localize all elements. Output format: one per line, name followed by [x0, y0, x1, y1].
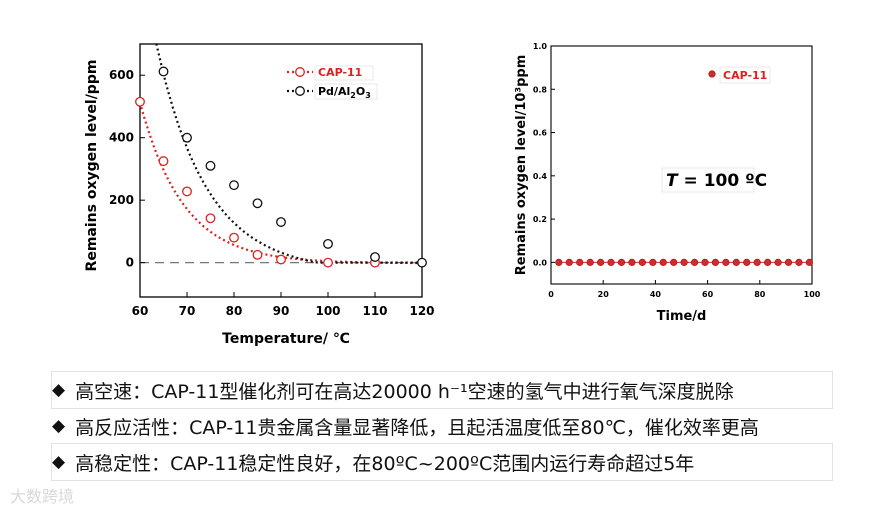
- bullet-text-3: 高稳定性：CAP-11稳定性良好，在80ºC~200ºC范围内运行寿命超过5年: [75, 452, 695, 475]
- cap11-point: [323, 257, 333, 268]
- pd-al2o3-point: [323, 238, 333, 249]
- legend-cap11-marker: [295, 67, 305, 77]
- cap11-point: [680, 258, 688, 266]
- cap11-point: [711, 258, 720, 266]
- x-tick-label: 110: [362, 304, 387, 318]
- cap11-point: [753, 258, 761, 266]
- y-tick-label: 600: [109, 68, 134, 82]
- x-tick-label: 100: [804, 290, 821, 299]
- x-tick-label: 0: [548, 290, 554, 299]
- bullet-list: ◆ 高空速：CAP-11型催化剂可在高达20000 h⁻¹空速的氢气中进行氧气深…: [51, 371, 833, 481]
- y-tick-label: 0.6: [533, 129, 548, 138]
- x-tick-label: 100: [315, 304, 340, 318]
- y-tick-label: 0.8: [533, 85, 548, 94]
- x-axis-label: Time/d: [657, 309, 707, 324]
- pd-al2o3-point: [205, 160, 216, 171]
- cap11-point: [659, 258, 667, 266]
- cap11-point: [576, 258, 584, 266]
- cap11-point: [586, 258, 594, 266]
- cap11-point: [182, 186, 192, 197]
- temperature-chart: 60 70 80 90 100 110 120 0 200 400 600 Temperature/ …: [84, 43, 435, 347]
- x-tick-label: 120: [409, 304, 434, 318]
- cap11-point: [607, 258, 615, 266]
- x-tick-label: 70: [179, 304, 196, 318]
- cap11-point: [135, 96, 145, 107]
- cap11-point: [158, 156, 169, 167]
- cap11-point: [276, 254, 286, 265]
- y-axis-label: Remains oxygen level/ppm: [84, 60, 100, 272]
- x-tick-label: 60: [132, 304, 149, 318]
- x-tick-label: 80: [226, 304, 243, 318]
- pd-al2o3-point: [417, 257, 427, 268]
- x-tick-label: 20: [598, 290, 610, 299]
- cap11-point: [784, 258, 793, 266]
- bullet-text-2: 高反应活性：CAP-11贵金属含量显著降低，且起活温度低至80℃，催化效率更高: [75, 416, 759, 439]
- cap11-point: [649, 258, 657, 266]
- cap11-point: [764, 258, 772, 266]
- y-tick-label: 0: [126, 256, 134, 270]
- plot-frame: [550, 45, 813, 285]
- cap11-point: [722, 258, 730, 266]
- legend-pd-label: Pd/Al2O3: [318, 85, 371, 100]
- annotation-box: [661, 167, 755, 193]
- diamond-bullet-icon: ◆: [52, 452, 66, 472]
- diamond-bullet-icon: ◆: [52, 380, 66, 400]
- y-axis-label: Remains oxygen level/10³ppm: [514, 55, 529, 276]
- cap11-point: [617, 258, 626, 266]
- cap11-point: [555, 258, 563, 266]
- cap11-point: [805, 258, 813, 266]
- bullet-high-activity: ◆ 高反应活性：CAP-11贵金属含量显著降低，且起活温度低至80℃，催化效率更…: [52, 408, 832, 444]
- legend-cap11-label: CAP-11: [723, 69, 767, 82]
- pd-al2o3-point: [229, 180, 239, 191]
- bullet-high-space-velocity: ◆ 高空速：CAP-11型催化剂可在高达20000 h⁻¹空速的氢气中进行氧气深…: [51, 371, 833, 409]
- time-chart: 0 20 40 60 80 100 0.0 0.2 0.4 0.6 0.8 1.0 Time/d Rema…: [514, 42, 821, 324]
- cap11-point: [638, 258, 646, 266]
- y-tick-label: 200: [109, 193, 134, 207]
- cap11-point: [596, 258, 605, 266]
- diamond-bullet-icon: ◆: [52, 416, 66, 436]
- pd-al2o3-point: [370, 252, 380, 262]
- legend-label-box: [314, 65, 374, 81]
- legend-cap11-label: CAP-11: [318, 66, 362, 79]
- pd-al2o3-point: [276, 217, 286, 227]
- cap11-fit-curve: [140, 102, 422, 265]
- cap11-point: [701, 258, 709, 266]
- cap11-point: [795, 258, 803, 266]
- x-tick-label: 80: [754, 290, 766, 299]
- temperature-annotation: T = 100 ºC: [666, 171, 767, 191]
- legend-cap11-marker: [708, 70, 716, 78]
- pd-al2o3-point: [182, 132, 192, 143]
- legend-label-box: [719, 66, 771, 84]
- x-tick-label: 40: [650, 290, 662, 299]
- legend-pd-marker: [295, 86, 305, 96]
- legend-label-box: [314, 83, 378, 100]
- cap11-point: [252, 249, 263, 260]
- legend: CAP-11 Pd/Al2O3: [287, 65, 378, 100]
- cap11-point: [690, 258, 699, 266]
- cap11-point: [229, 232, 239, 243]
- y-tick-label: 0.4: [533, 172, 548, 181]
- y-tick-label: 400: [109, 131, 134, 145]
- x-tick-label: 90: [273, 304, 290, 318]
- y-tick-label: 0.2: [533, 215, 547, 224]
- cap11-point: [565, 258, 573, 266]
- pd-al2o3-point: [252, 198, 263, 209]
- x-tick-label: 60: [702, 290, 714, 299]
- x-axis-label: Temperature/ ℃: [222, 331, 350, 347]
- y-tick-label: 0.0: [533, 258, 548, 267]
- cap11-point: [670, 258, 678, 266]
- cap11-point: [628, 258, 636, 266]
- cap11-point: [743, 258, 751, 266]
- pd-al2o3-point: [158, 66, 169, 77]
- bullet-text-1: 高空速：CAP-11型催化剂可在高达20000 h⁻¹空速的氢气中进行氧气深度脱…: [75, 380, 734, 403]
- cap11-point: [732, 258, 740, 266]
- y-tick-label: 1.0: [533, 42, 548, 51]
- cap11-point: [205, 213, 216, 224]
- bullet-high-stability: ◆ 高稳定性：CAP-11稳定性良好，在80ºC~200ºC范围内运行寿命超过5…: [51, 443, 833, 481]
- cap11-point: [774, 258, 782, 266]
- watermark: 大数跨境: [10, 487, 75, 506]
